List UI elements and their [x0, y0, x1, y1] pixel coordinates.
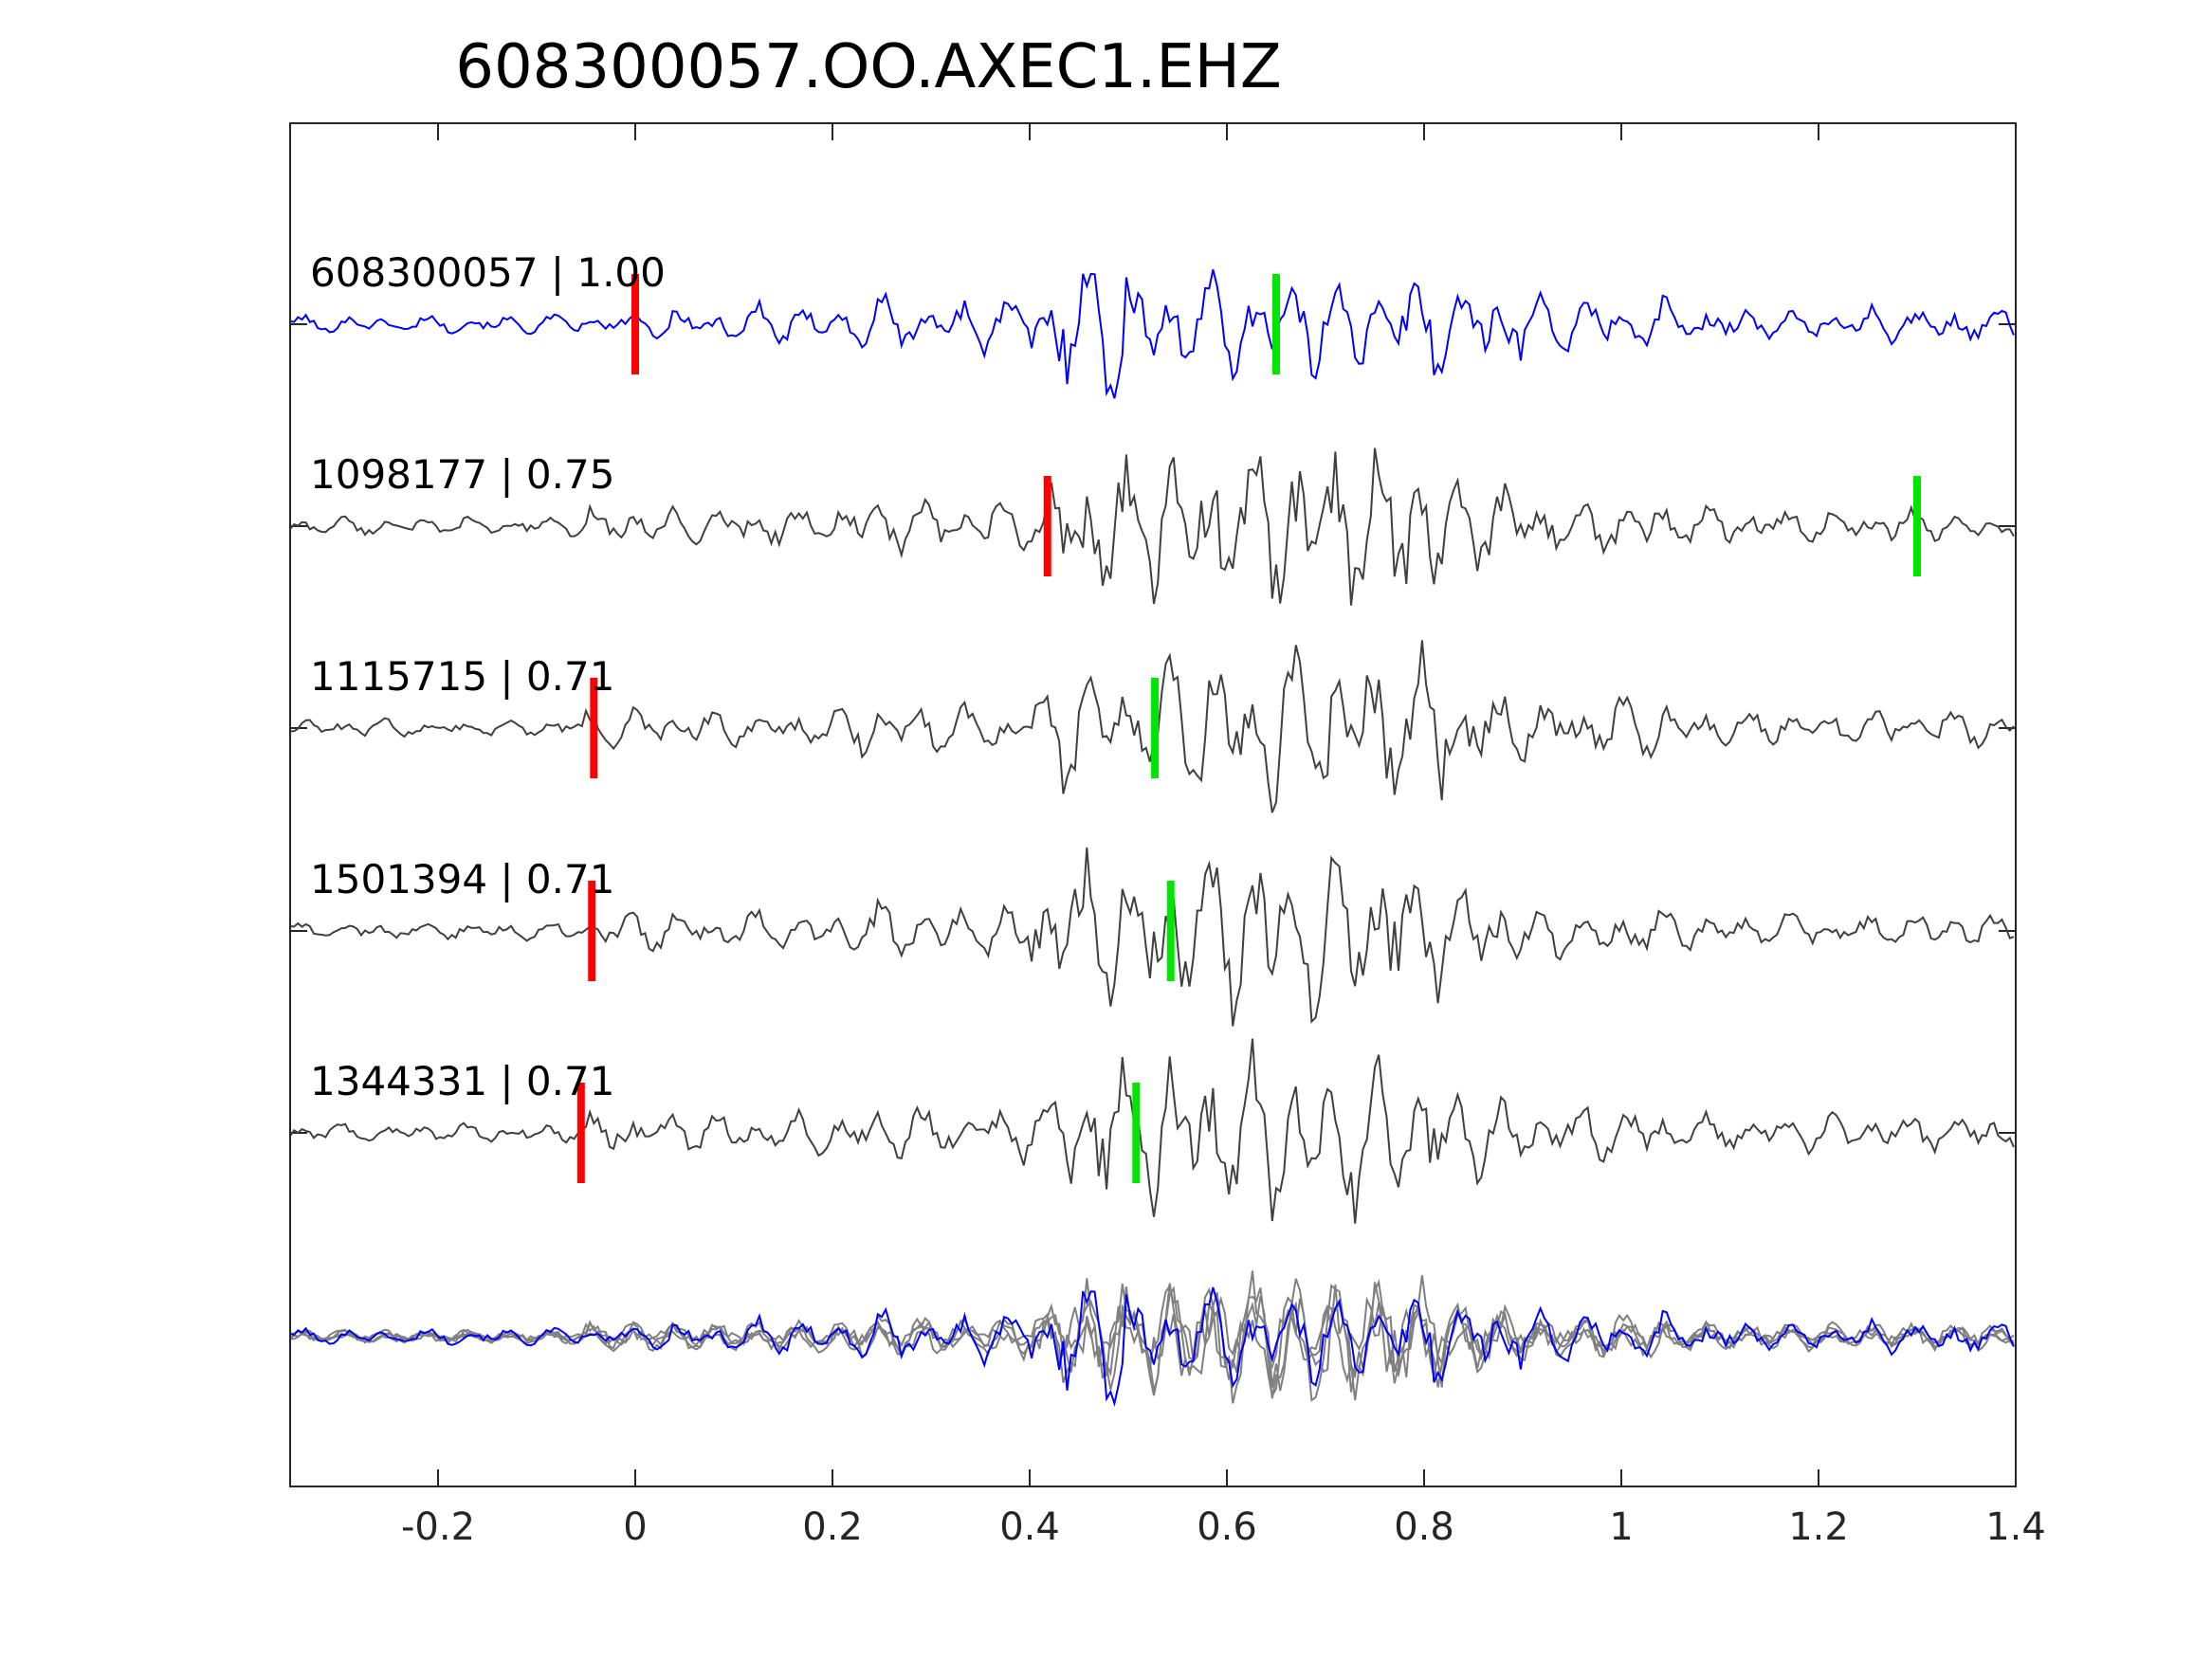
xtick-label: 1 — [1609, 1505, 1633, 1549]
trace-label: 1115715 | 0.71 — [310, 653, 614, 700]
x-axis: -0.2 0 0.2 0.4 0.6 0.8 1 1.2 1.4 — [401, 123, 2046, 1549]
trace-label: 1501394 | 0.71 — [310, 856, 614, 902]
plot-area: 608300057 | 1.00 1098177 | 0.75 1115715 | … — [289, 249, 2016, 1408]
seismic-trace — [289, 269, 2015, 399]
xtick-label: 0.6 — [1197, 1505, 1257, 1549]
xtick-label: 0.2 — [802, 1505, 863, 1549]
seismic-trace — [289, 447, 2015, 606]
axes-box — [289, 122, 2017, 1487]
xtick-label: 0.4 — [999, 1505, 1060, 1549]
chart-title: 608300057.OO.AXEC1.EHZ — [455, 32, 1282, 102]
seismic-trace — [289, 847, 2015, 1027]
xtick-label: -0.2 — [401, 1505, 475, 1549]
trace-label: 1344331 | 0.71 — [310, 1058, 614, 1104]
trace-label: 608300057 | 1.00 — [310, 249, 666, 296]
xtick-label: 0.8 — [1394, 1505, 1454, 1549]
trace-label: 1098177 | 0.75 — [310, 451, 614, 498]
xtick-label: 1.2 — [1788, 1505, 1849, 1549]
overlay-template-trace — [289, 1286, 2015, 1408]
xtick-label: 0 — [623, 1505, 647, 1549]
xtick-label: 1.4 — [1985, 1505, 2046, 1549]
